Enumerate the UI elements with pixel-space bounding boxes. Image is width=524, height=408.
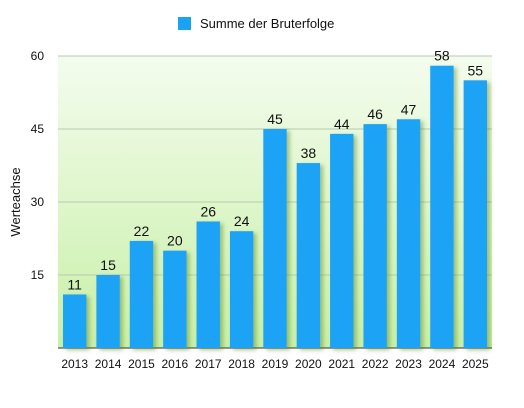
x-tick-label: 2015 (128, 357, 155, 371)
x-tick-label: 2013 (61, 357, 88, 371)
bar (229, 231, 254, 348)
data-label: 55 (468, 62, 484, 78)
data-label: 45 (267, 111, 283, 127)
data-label: 26 (200, 203, 216, 219)
data-label: 20 (167, 233, 183, 249)
bar (263, 129, 287, 348)
bar (196, 221, 220, 348)
bar (163, 250, 187, 348)
x-tick-label: 2023 (395, 357, 422, 371)
x-tick-label: 2021 (328, 357, 355, 371)
bar (63, 294, 87, 348)
bar (463, 80, 487, 348)
x-tick-label: 2025 (462, 357, 489, 371)
bar (96, 275, 120, 348)
x-tick-label: 2020 (295, 357, 322, 371)
data-label: 24 (234, 213, 250, 229)
x-tick-label: 2024 (429, 357, 456, 371)
bar (363, 124, 387, 348)
data-label: 58 (434, 48, 450, 64)
data-label: 15 (100, 257, 116, 273)
y-tick-label: 60 (31, 49, 45, 63)
data-label: 38 (301, 145, 317, 161)
x-tick-label: 2022 (362, 357, 389, 371)
x-tick-label: 2016 (161, 357, 188, 371)
y-tick-label: 45 (31, 122, 45, 136)
data-label: 11 (67, 276, 82, 292)
x-tick-label: 2018 (228, 357, 255, 371)
y-tick-label: 15 (31, 268, 45, 282)
bar (330, 133, 354, 348)
bar (430, 65, 454, 348)
legend-swatch (178, 17, 191, 30)
x-tick-label: 2017 (195, 357, 222, 371)
x-tick-label: 2019 (262, 357, 289, 371)
data-label: 44 (334, 116, 350, 132)
data-label: 46 (367, 106, 383, 122)
bar (396, 119, 421, 349)
x-tick-label: 2014 (95, 357, 122, 371)
legend: Summe der Bruterfolge (178, 16, 334, 31)
bar (129, 240, 154, 348)
legend-label: Summe der Bruterfolge (200, 16, 335, 31)
data-label: 47 (401, 101, 417, 117)
y-axis-title: Werteachse (8, 167, 23, 236)
y-tick-label: 30 (31, 195, 45, 209)
data-label: 22 (134, 223, 150, 239)
bar (296, 163, 321, 348)
